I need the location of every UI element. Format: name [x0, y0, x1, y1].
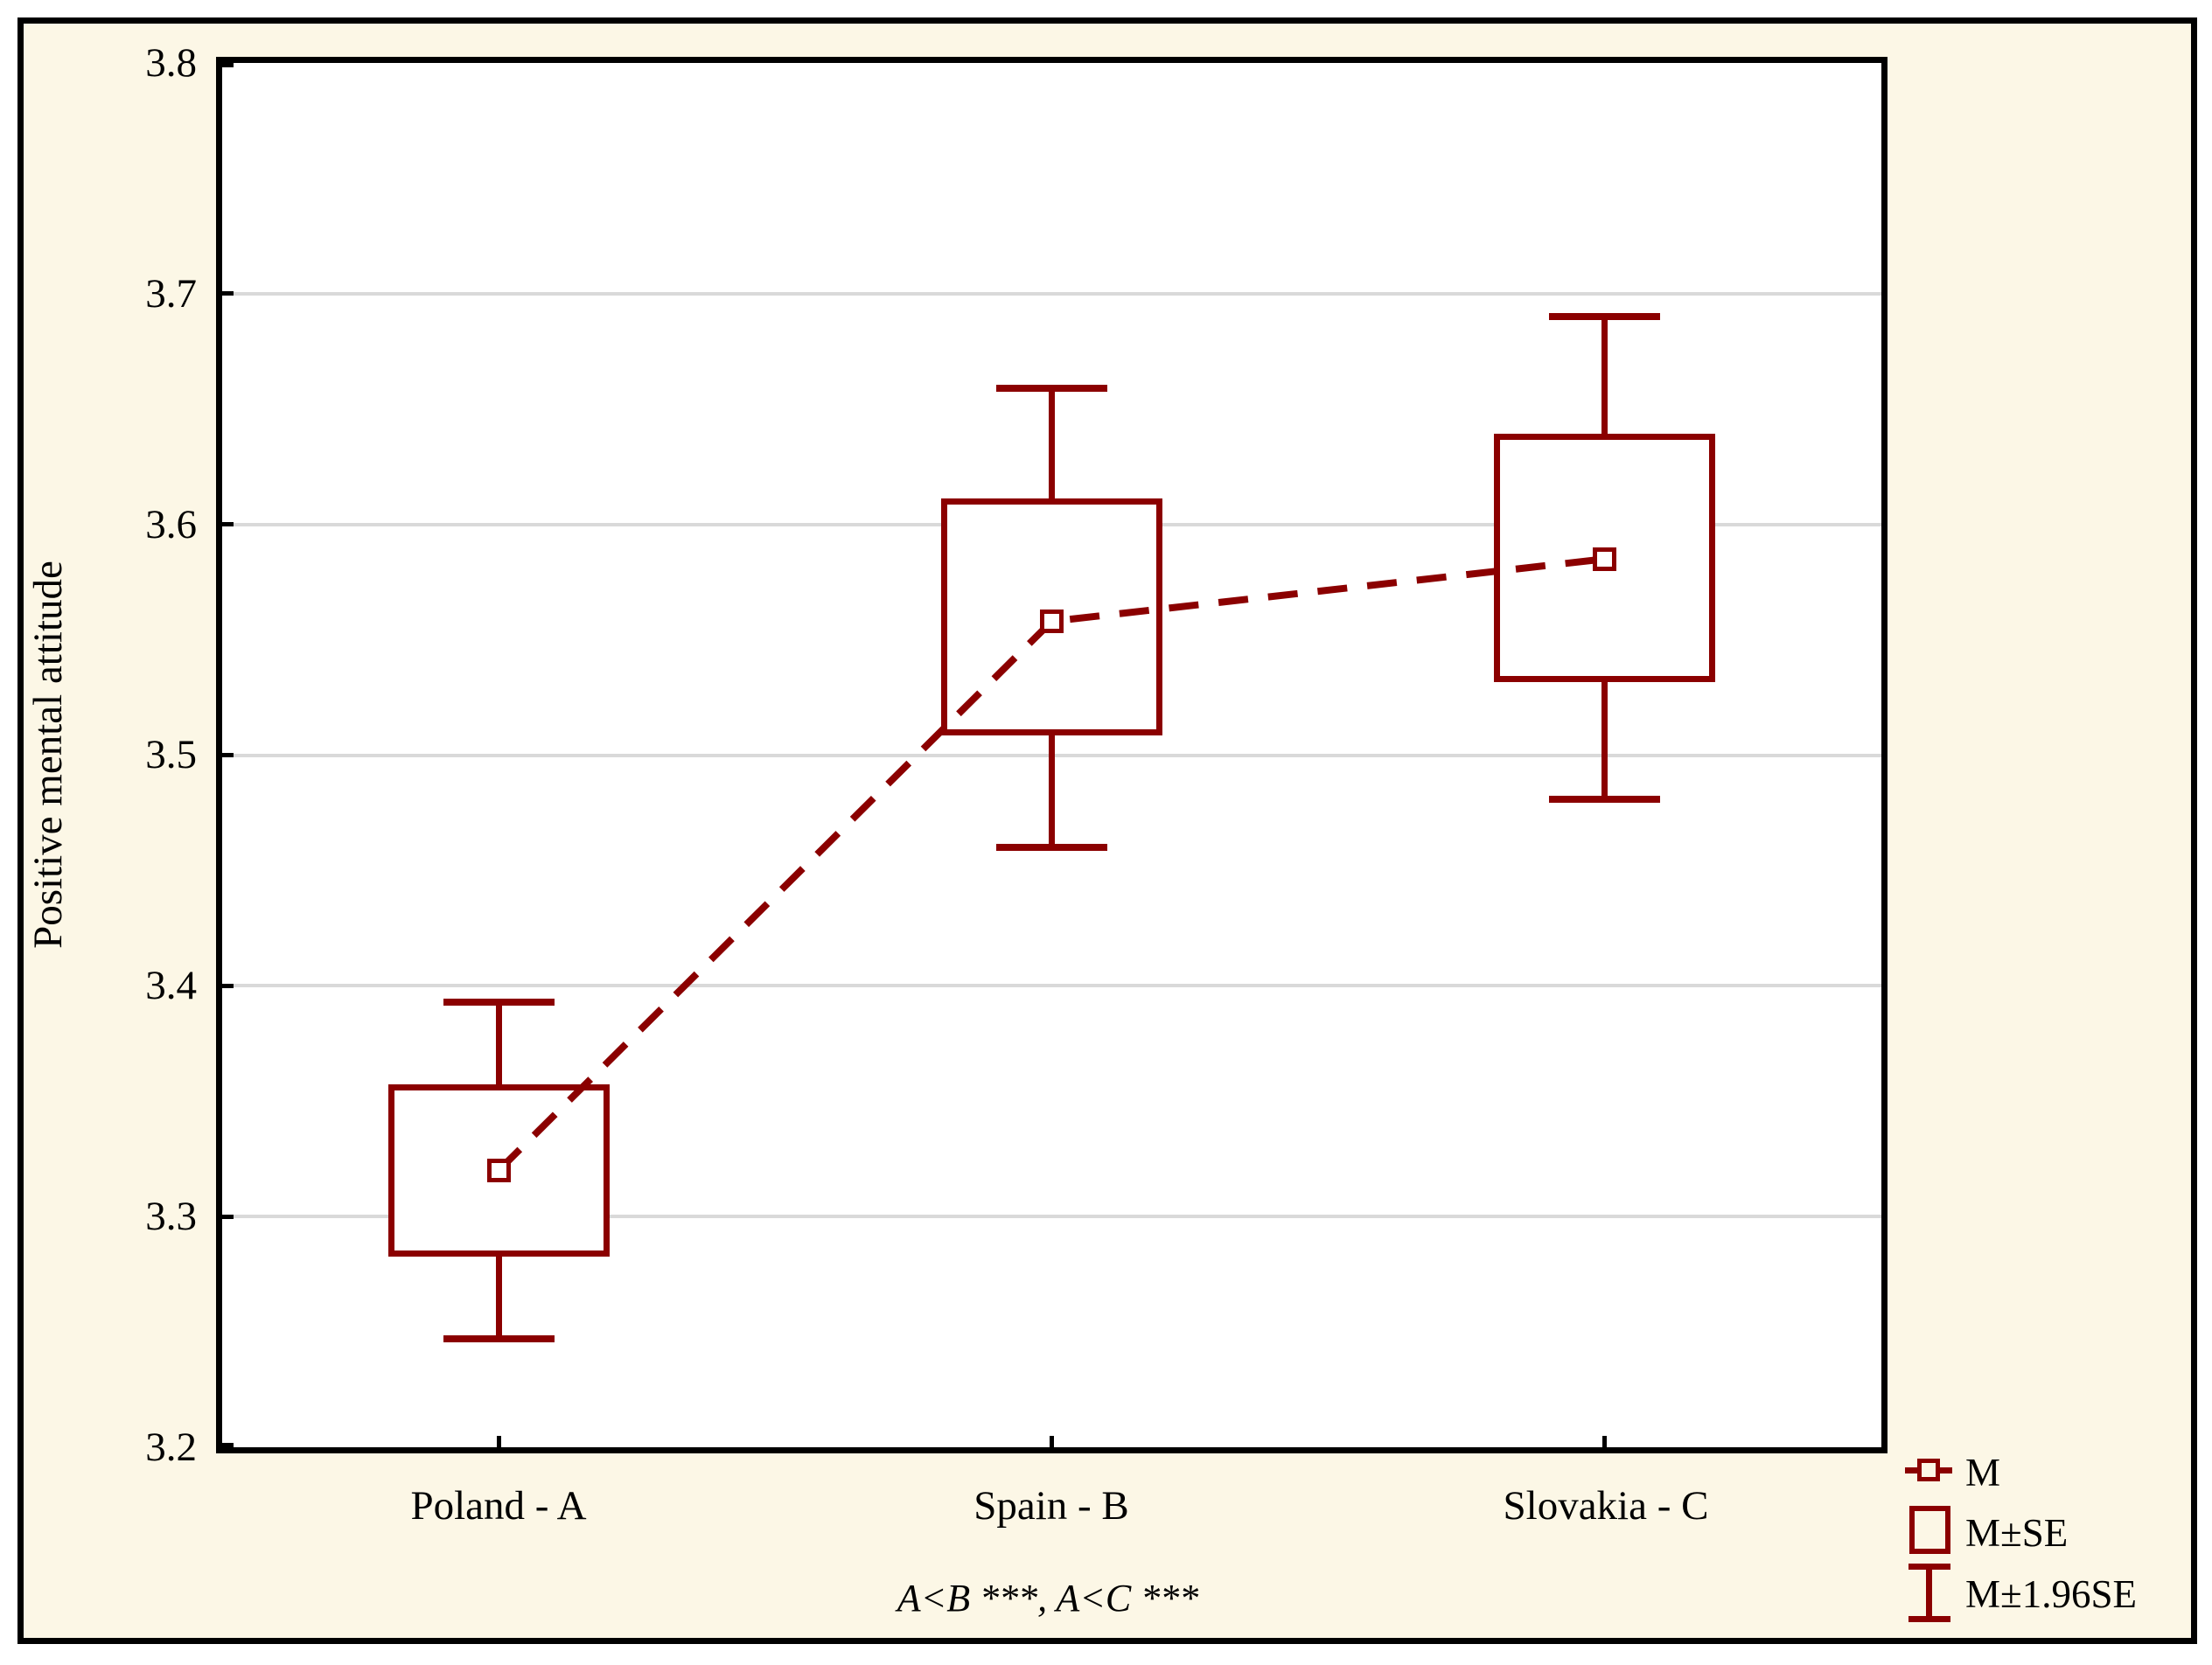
y-axis-tick [222, 522, 234, 527]
y-axis-tick [222, 1214, 234, 1219]
gridline [222, 1215, 1881, 1219]
whisker-lower-cap-poland-a [443, 1334, 555, 1342]
whisker-upper-stem-poland-a [495, 1001, 502, 1088]
y-tick-label: 3.6 [145, 502, 197, 547]
x-axis-tick-spain-b [1050, 1436, 1054, 1447]
x-category-label-spain: Spain - B [973, 1483, 1129, 1529]
y-tick-label: 3.3 [145, 1194, 197, 1239]
whisker-upper-cap-slovakia-c [1549, 313, 1661, 321]
x-category-label-slovakia: Slovakia - C [1503, 1483, 1709, 1529]
legend-label-se: M±SE [1965, 1511, 2069, 1555]
whisker-lower-cap-spain-b [996, 844, 1107, 852]
y-tick-label: 3.2 [145, 1425, 197, 1470]
legend-label-mean: M [1965, 1451, 2001, 1494]
mean-connector-dashed-line [496, 555, 1606, 1174]
whisker-upper-cap-poland-a [443, 998, 555, 1006]
y-tick-label: 3.5 [145, 732, 197, 777]
gridline [222, 984, 1881, 988]
legend-mean-marker-icon [1905, 1459, 1952, 1482]
x-axis-tick-poland-a [496, 1436, 501, 1447]
mean-marker-slovakia-c [1593, 547, 1617, 571]
y-axis-tick [222, 753, 234, 757]
mean-marker-spain-b [1040, 609, 1064, 633]
legend-ci-whisker-icon [1908, 1564, 1950, 1622]
mean-marker-poland-a [486, 1158, 511, 1182]
legend-label-ci: M±1.96SE [1965, 1572, 2137, 1616]
y-tick-label: 3.4 [145, 963, 197, 1008]
y-tick-label: 3.7 [145, 271, 197, 317]
y-axis-tick [222, 63, 234, 67]
whisker-upper-stem-spain-b [1049, 388, 1055, 502]
x-category-label-poland: Poland - A [410, 1483, 587, 1529]
whisker-lower-cap-slovakia-c [1549, 795, 1661, 803]
x-axis-tick-slovakia-c [1602, 1436, 1608, 1447]
gridline [222, 291, 1881, 296]
whisker-lower-stem-spain-b [1049, 732, 1055, 848]
plot-area [216, 57, 1888, 1453]
y-axis-tick [222, 291, 234, 296]
whisker-upper-stem-slovakia-c [1601, 317, 1608, 437]
y-tick-label: 3.8 [145, 40, 197, 86]
y-axis-tick [222, 983, 234, 988]
legend-se-box-icon [1909, 1506, 1950, 1554]
whisker-upper-cap-spain-b [996, 385, 1107, 392]
whisker-lower-stem-slovakia-c [1601, 679, 1608, 799]
y-axis-tick [222, 1443, 234, 1447]
significance-annotation: A<B ***, A<C *** [897, 1577, 1199, 1620]
whisker-lower-stem-poland-a [495, 1253, 502, 1339]
